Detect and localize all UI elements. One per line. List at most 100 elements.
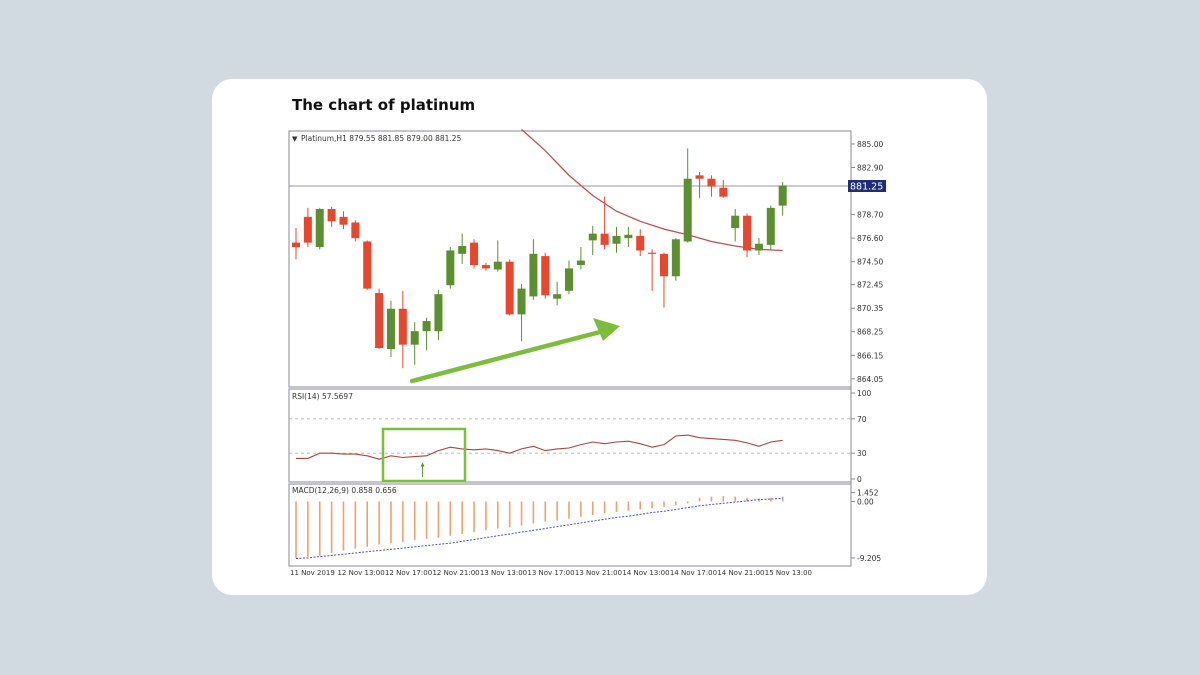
candle [375, 288, 384, 350]
candle [648, 249, 657, 291]
candle-body-bearish [541, 256, 550, 296]
candle [778, 182, 787, 216]
uptrend-arrow-head [593, 318, 620, 341]
candle-body-bearish [339, 216, 348, 225]
uptrend-arrow-shaft [409, 329, 603, 384]
candle [683, 148, 692, 243]
x-axis-label: 13 Nov 17:00 [527, 569, 574, 577]
candle [292, 228, 300, 260]
price-tick-label: 878.70 [857, 211, 883, 220]
candle [600, 196, 609, 250]
x-axis-label: 13 Nov 21:00 [575, 569, 622, 577]
price-header-icon: ▼ [292, 135, 298, 143]
candle-body-bullish [766, 207, 775, 245]
rsi-panel-frame [288, 388, 852, 483]
candle [470, 239, 479, 269]
candle [517, 284, 526, 342]
price-tick-label: 882.90 [857, 164, 883, 173]
candle-body-bullish [517, 288, 526, 315]
candle [446, 247, 455, 289]
macd-panel-frame [288, 483, 852, 567]
x-axis-label: 14 Nov 17:00 [670, 569, 717, 577]
price-panel-frame [288, 130, 852, 388]
candle [766, 205, 775, 250]
macd-tick-label: 1.452 [857, 489, 879, 498]
rsi-header: RSI(14) 57.5697 [292, 392, 353, 401]
candle [315, 207, 324, 250]
candle-body-bearish [292, 242, 300, 248]
price-tick-label: 870.35 [857, 304, 883, 313]
candle [731, 208, 740, 242]
candle [553, 281, 562, 306]
x-axis-label: 13 Nov 13:00 [480, 569, 527, 577]
candle [303, 207, 312, 248]
candle-body-bullish [493, 261, 502, 270]
x-axis-label: 12 Nov 21:00 [432, 569, 479, 577]
price-tick-label: 864.05 [857, 375, 883, 384]
candle-body-bearish [505, 261, 514, 315]
uptrend-arrow [409, 318, 620, 384]
candle-body-bullish [553, 294, 562, 299]
candle-body-bullish [683, 178, 692, 242]
candle [422, 317, 431, 351]
candle-body-bullish [612, 235, 621, 244]
candle [410, 322, 419, 365]
candle-body-bullish [422, 321, 431, 332]
candle-body-bearish [707, 178, 716, 187]
rsi-annotation-head [420, 462, 425, 467]
candle-body-bearish [470, 242, 479, 266]
price-tick-label: 876.60 [857, 234, 883, 243]
candle [363, 240, 372, 290]
x-axis-label: 14 Nov 21:00 [717, 569, 764, 577]
candle-body-bearish [600, 233, 609, 245]
price-tick-label: 872.45 [857, 281, 883, 290]
candle-body-bullish [434, 294, 443, 332]
x-axis-label: 12 Nov 17:00 [385, 569, 432, 577]
candle [588, 225, 597, 255]
x-axis-label: 14 Nov 13:00 [622, 569, 669, 577]
rsi-tick-label: 70 [857, 415, 867, 424]
candle [743, 213, 752, 258]
candle [659, 252, 668, 308]
candle [636, 229, 645, 257]
price-tick-label: 866.15 [857, 351, 883, 360]
candle-body-bullish [754, 243, 763, 251]
candle [386, 300, 395, 357]
candle-body-bullish [731, 215, 740, 229]
macd-tick-label: 0.00 [857, 497, 874, 506]
candle [398, 290, 407, 369]
candle [576, 247, 585, 270]
x-axis-label: 15 Nov 13:00 [765, 569, 812, 577]
candle [327, 206, 336, 227]
candle-body-bullish [778, 185, 787, 206]
price-tick-label: 874.50 [857, 258, 883, 267]
candle-body-bearish [659, 253, 668, 277]
candle-body-bearish [695, 175, 704, 179]
candle [339, 211, 348, 230]
rsi-line [296, 434, 783, 460]
rsi-tick-label: 0 [857, 475, 862, 484]
macd-signal-line [295, 497, 783, 559]
price-tag-background [848, 180, 886, 193]
candle [565, 260, 574, 295]
candle-body-bullish [410, 331, 419, 345]
candle-body-bearish [636, 235, 645, 251]
rsi-highlight-box [381, 427, 467, 483]
price-header: Platinum,H1 879.55 881.85 879.00 881.25 [301, 134, 462, 143]
candle-body-bullish [576, 260, 585, 266]
candle-body-bearish [351, 222, 360, 239]
candle-body-bullish [386, 308, 395, 350]
candle [695, 171, 704, 198]
x-axis-label: 12 Nov 13:00 [337, 569, 384, 577]
candle-body-bearish [719, 187, 728, 197]
candle [481, 262, 490, 271]
x-axis-label: 11 Nov 2019 [290, 569, 335, 577]
candle-body-bearish [363, 241, 372, 289]
platinum-chart: 885.00 882.90 878.70 876.60 874.50 872.45 870.… [288, 128, 886, 577]
candle [493, 240, 502, 272]
candle [541, 252, 550, 299]
candle-body-bullish [624, 234, 633, 239]
moving-average-line [521, 128, 783, 252]
candle-body-bullish [315, 208, 324, 248]
price-tick-label: 885.00 [857, 140, 883, 149]
